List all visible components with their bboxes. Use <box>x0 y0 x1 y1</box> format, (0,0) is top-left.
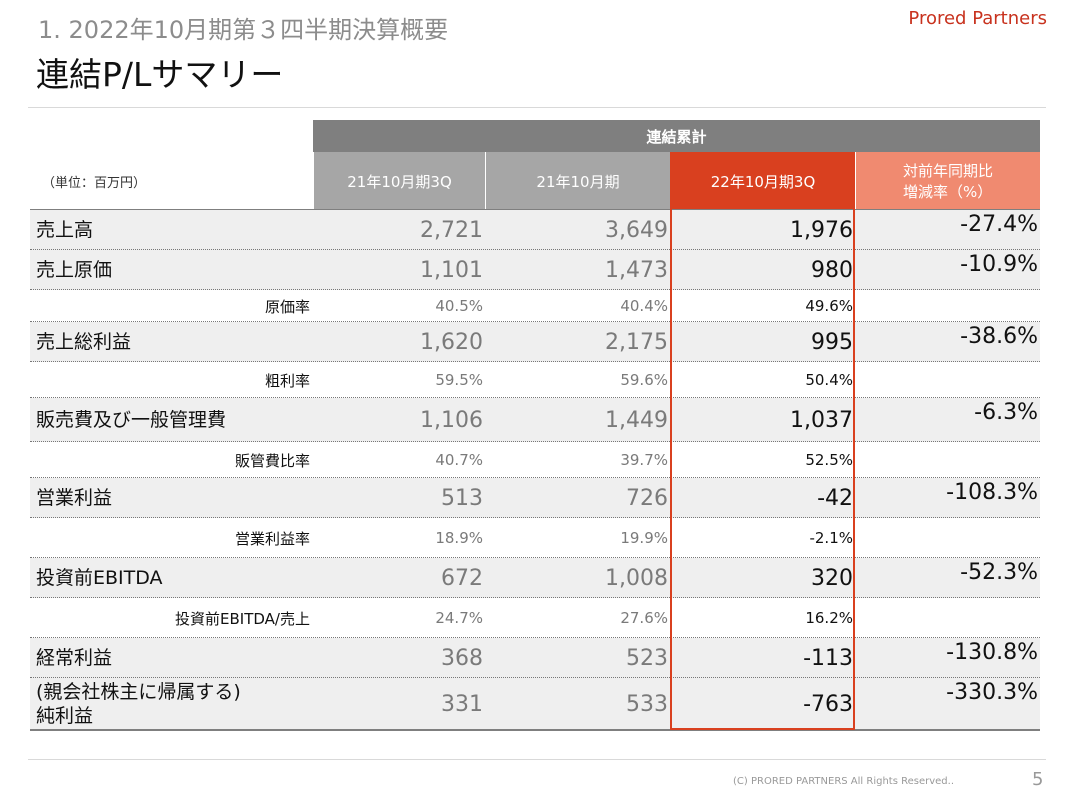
table-cell: 39.7% <box>620 451 668 469</box>
bottom-rule <box>30 729 1040 731</box>
table-cell: -130.8% <box>946 640 1038 665</box>
table-cell: 16.2% <box>805 609 853 627</box>
table-cell: 24.7% <box>435 609 483 627</box>
column-header: 22年10月期3Q <box>670 152 855 210</box>
row-label: 営業利益 <box>36 487 113 509</box>
row-label: 売上高 <box>36 219 94 241</box>
table-cell: 533 <box>626 691 668 717</box>
main-row: 売上原価 1,101 1,473 980 -10.9% <box>30 250 1040 290</box>
table-cell: 1,106 <box>420 407 483 433</box>
table-cell: 368 <box>441 645 483 671</box>
main-row: (親会社株主に帰属する) 純利益 331 533 -763 -330.3% <box>30 678 1040 730</box>
row-label: 販管費比率 <box>234 451 310 470</box>
table-cell: 320 <box>811 565 853 591</box>
divider <box>28 107 1046 108</box>
table-cell: 27.6% <box>620 609 668 627</box>
table-cell: 18.9% <box>435 529 483 547</box>
sub-row: 投資前EBITDA/売上 24.7% 27.6% 16.2% <box>30 598 1040 638</box>
unit-label: （単位：百万円） <box>42 176 147 191</box>
row-label: 投資前EBITDA/売上 <box>175 609 310 628</box>
table-cell: 2,175 <box>605 329 668 355</box>
row-label: (親会社株主に帰属する) 純利益 <box>36 681 241 727</box>
table-cell: 726 <box>626 485 668 511</box>
table-cell: 1,008 <box>605 565 668 591</box>
main-row: 経常利益 368 523 -113 -130.8% <box>30 638 1040 678</box>
row-label: 投資前EBITDA <box>36 567 163 589</box>
page-number: 5 <box>1032 769 1044 790</box>
table-cell: 1,620 <box>420 329 483 355</box>
table-cell: 672 <box>441 565 483 591</box>
row-label: 販売費及び一般管理費 <box>36 409 227 431</box>
row-label: 粗利率 <box>264 371 310 390</box>
copyright: (C) PRORED PARTNERS All Rights Reserved.… <box>733 776 954 787</box>
table-cell: 331 <box>441 691 483 717</box>
main-row: 売上総利益 1,620 2,175 995 -38.6% <box>30 322 1040 362</box>
table-cell: 40.7% <box>435 451 483 469</box>
table-cell: -763 <box>803 691 853 717</box>
table-cell: -6.3% <box>974 400 1038 425</box>
table-cell: -10.9% <box>960 252 1038 277</box>
main-row: 売上高 2,721 3,649 1,976 -27.4% <box>30 210 1040 250</box>
row-label: 経常利益 <box>36 647 113 669</box>
table-cell: 2,721 <box>420 217 483 243</box>
table-cell: 980 <box>811 257 853 283</box>
table-cell: -330.3% <box>946 680 1038 705</box>
column-header: 21年10月期 <box>485 152 670 210</box>
table-cell: 1,976 <box>790 217 853 243</box>
divider <box>28 759 1046 760</box>
table-cell: -108.3% <box>946 480 1038 505</box>
table-cell: 3,649 <box>605 217 668 243</box>
table-cell: 59.6% <box>620 371 668 389</box>
table-cell: 59.5% <box>435 371 483 389</box>
table-cell: -52.3% <box>960 560 1038 585</box>
table-cell: 49.6% <box>805 297 853 315</box>
sub-row: 原価率 40.5% 40.4% 49.6% <box>30 290 1040 322</box>
main-row: 営業利益 513 726 -42 -108.3% <box>30 478 1040 518</box>
row-label: 原価率 <box>264 297 310 316</box>
table-cell: 40.4% <box>620 297 668 315</box>
table-cell: 1,101 <box>420 257 483 283</box>
sub-row: 営業利益率 18.9% 19.9% -2.1% <box>30 518 1040 558</box>
row-label: 売上原価 <box>36 259 113 281</box>
sub-row: 粗利率 59.5% 59.6% 50.4% <box>30 362 1040 398</box>
logo: Prored Partners <box>908 8 1047 29</box>
table-cell: 513 <box>441 485 483 511</box>
table-cell: 523 <box>626 645 668 671</box>
column-header: 対前年同期比 増減率（%） <box>855 152 1040 210</box>
table-cell: -27.4% <box>960 212 1038 237</box>
sub-row: 販管費比率 40.7% 39.7% 52.5% <box>30 442 1040 478</box>
table-cell: 40.5% <box>435 297 483 315</box>
column-header: 21年10月期3Q <box>313 152 485 210</box>
table-cell: -113 <box>803 645 853 671</box>
main-row: 投資前EBITDA 672 1,008 320 -52.3% <box>30 558 1040 598</box>
table-cell: 52.5% <box>805 451 853 469</box>
subtitle: 1. 2022年10月期第３四半期決算概要 <box>38 16 449 44</box>
table-cell: 995 <box>811 329 853 355</box>
table-cell: 1,473 <box>605 257 668 283</box>
table-cell: 1,449 <box>605 407 668 433</box>
table-cell: -2.1% <box>809 529 853 547</box>
table-cell: 50.4% <box>805 371 853 389</box>
title: 連結P/Lサマリー <box>36 55 284 94</box>
table-cell: 1,037 <box>790 407 853 433</box>
table-cell: -38.6% <box>960 324 1038 349</box>
row-label: 営業利益率 <box>234 529 310 548</box>
table-cell: -42 <box>817 485 853 511</box>
group-header: 連結累計 <box>313 120 1040 152</box>
main-row: 販売費及び一般管理費 1,106 1,449 1,037 -6.3% <box>30 398 1040 442</box>
table-cell: 19.9% <box>620 529 668 547</box>
row-label: 売上総利益 <box>36 331 132 353</box>
